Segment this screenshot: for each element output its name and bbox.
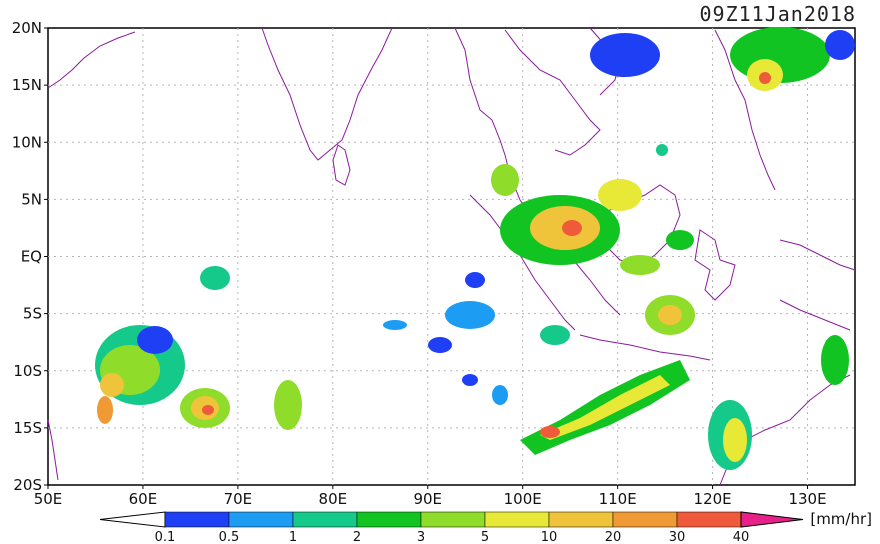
colorbar-segment [676, 511, 742, 528]
rain-cell [97, 396, 113, 424]
colorbar: 0.1 0.5 1 2 3 5 10 20 30 40 [mm/hr] [99, 510, 872, 544]
latitude-labels: 20N 15N 10N 5N EQ 5S 10S 15S 20S [12, 19, 48, 494]
colorbar-segment [164, 511, 230, 528]
map-title: 09Z11Jan2018 [699, 2, 856, 26]
lon-label: 60E [129, 490, 158, 508]
rain-cell [658, 305, 682, 325]
lon-label: 70E [224, 490, 253, 508]
lat-label: 20S [13, 476, 42, 494]
colorbar-high-arrow [740, 511, 804, 528]
colorbar-label: 0.1 [155, 530, 176, 544]
colorbar-segment [612, 511, 678, 528]
rain-cell [274, 380, 302, 430]
rain-cell [821, 335, 849, 385]
longitude-labels: 50E 60E 70E 80E 90E 100E 110E 120E 130E [34, 485, 827, 508]
colorbar-segment [484, 511, 550, 528]
rain-cell [462, 374, 478, 386]
colorbar-label: 0.5 [219, 530, 240, 544]
rain-cell [666, 230, 694, 250]
rain-cell [445, 301, 495, 329]
rain-cell [590, 33, 660, 77]
colorbar-label: 40 [733, 530, 750, 544]
lat-label: 5S [23, 305, 42, 323]
colorbar-low-arrow [99, 511, 166, 528]
rain-cell [620, 255, 660, 275]
lon-label: 50E [34, 490, 63, 508]
rain-cell [202, 405, 214, 415]
rain-cell [137, 326, 173, 354]
rain-cell [598, 179, 642, 211]
rain-cell [540, 426, 560, 438]
lon-label: 90E [413, 490, 442, 508]
colorbar-segment [548, 511, 614, 528]
lat-label: 10S [13, 362, 42, 380]
rain-cell [759, 72, 771, 84]
rain-cell [100, 373, 124, 397]
rain-cell [383, 320, 407, 330]
colorbar-label: 10 [541, 530, 558, 544]
rain-cell [656, 144, 668, 156]
rain-cell [723, 418, 747, 462]
colorbar-label: 3 [417, 530, 425, 544]
colorbar-label: 1 [289, 530, 297, 544]
rain-cell [492, 385, 508, 405]
colorbar-label: 20 [605, 530, 622, 544]
precipitation-areas [95, 27, 855, 470]
lon-label: 80E [319, 490, 348, 508]
colorbar-segment [420, 511, 486, 528]
colorbar-label: 2 [353, 530, 361, 544]
rain-cell [428, 337, 452, 353]
lat-label: 10N [12, 133, 42, 151]
lat-label: EQ [21, 248, 42, 266]
rain-cell [540, 325, 570, 345]
lat-label: 15N [12, 76, 42, 94]
colorbar-segment [292, 511, 358, 528]
rain-cell [465, 272, 485, 288]
lat-label: 15S [13, 419, 42, 437]
lon-label: 120E [694, 490, 732, 508]
lon-label: 100E [504, 490, 542, 508]
lon-label: 110E [599, 490, 637, 508]
grid-lines [48, 28, 855, 485]
colorbar-label: 30 [669, 530, 686, 544]
rain-cell [540, 375, 670, 440]
lat-label: 20N [12, 19, 42, 37]
colorbar-segment [228, 511, 294, 528]
colorbar-segment [356, 511, 422, 528]
rain-cell [491, 164, 519, 196]
lon-label: 130E [788, 490, 826, 508]
rain-cell [562, 220, 582, 236]
rain-cell [200, 266, 230, 290]
lat-label: 5N [21, 190, 42, 208]
rain-cell [825, 30, 855, 60]
colorbar-label: 5 [481, 530, 489, 544]
colorbar-unit: [mm/hr] [810, 510, 872, 528]
